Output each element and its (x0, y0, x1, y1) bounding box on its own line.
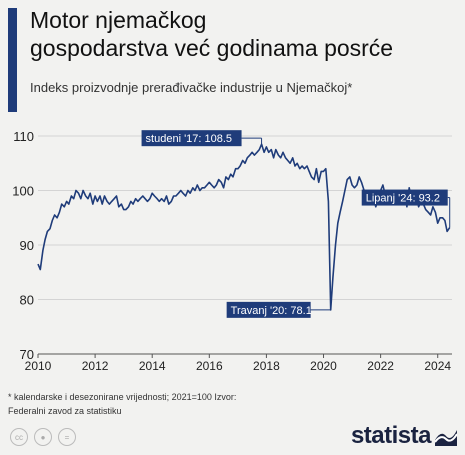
x-tick-label: 2010 (25, 359, 52, 373)
statista-brand[interactable]: statista (351, 422, 457, 450)
y-tick-label: 110 (13, 129, 34, 144)
chart-subtitle: Indeks proizvodnje prerađivačke industri… (30, 80, 353, 95)
title-line-2: gospodarstva već godinama posrće (30, 35, 394, 61)
footnote-line-2: Federalni zavod za statistiku (8, 406, 122, 416)
y-tick-label: 70 (20, 347, 34, 362)
no-derivatives-icon[interactable]: = (58, 428, 76, 446)
brand-name: statista (350, 422, 432, 449)
footnote: * kalendarske i desezonirane vrijednosti… (8, 390, 268, 418)
chart-title: Motor njemačkog gospodarstva već godinam… (30, 6, 393, 62)
x-tick-label: 2024 (424, 359, 451, 373)
y-tick-label: 90 (20, 238, 34, 253)
x-tick-label: 2018 (253, 359, 280, 373)
annotation-label: studeni '17: 108.5 (146, 133, 233, 145)
y-tick-label: 80 (20, 293, 34, 308)
annotation-box (361, 189, 448, 206)
annotation-label: Travanj '20: 78.1 (231, 305, 312, 317)
x-tick-label: 2012 (82, 359, 109, 373)
line-chart: 70 80 90 100 110 2010 2012 2014 2016 2018 2020 2022… (12, 129, 452, 373)
footnote-line-1: * kalendarske i desezonirane vrijednosti… (8, 392, 237, 402)
annotation-label: Lipanj '24: 93.2 (366, 193, 440, 205)
license-icons: cc ● = (10, 428, 76, 446)
x-tick-label: 2016 (196, 359, 223, 373)
x-tick-label: 2020 (310, 359, 337, 373)
title-accent-bar (8, 8, 17, 112)
x-tick-label: 2014 (139, 359, 166, 373)
x-tick-label: 2022 (367, 359, 394, 373)
annotation-box (141, 130, 242, 147)
series-line (37, 143, 451, 311)
attribution-icon[interactable]: ● (34, 428, 52, 446)
statista-logo-icon (435, 430, 457, 446)
title-line-1: Motor njemačkog (30, 7, 207, 33)
y-tick-label: 100 (12, 184, 34, 199)
cc-icon[interactable]: cc (10, 428, 28, 446)
annotation-box (226, 301, 311, 318)
